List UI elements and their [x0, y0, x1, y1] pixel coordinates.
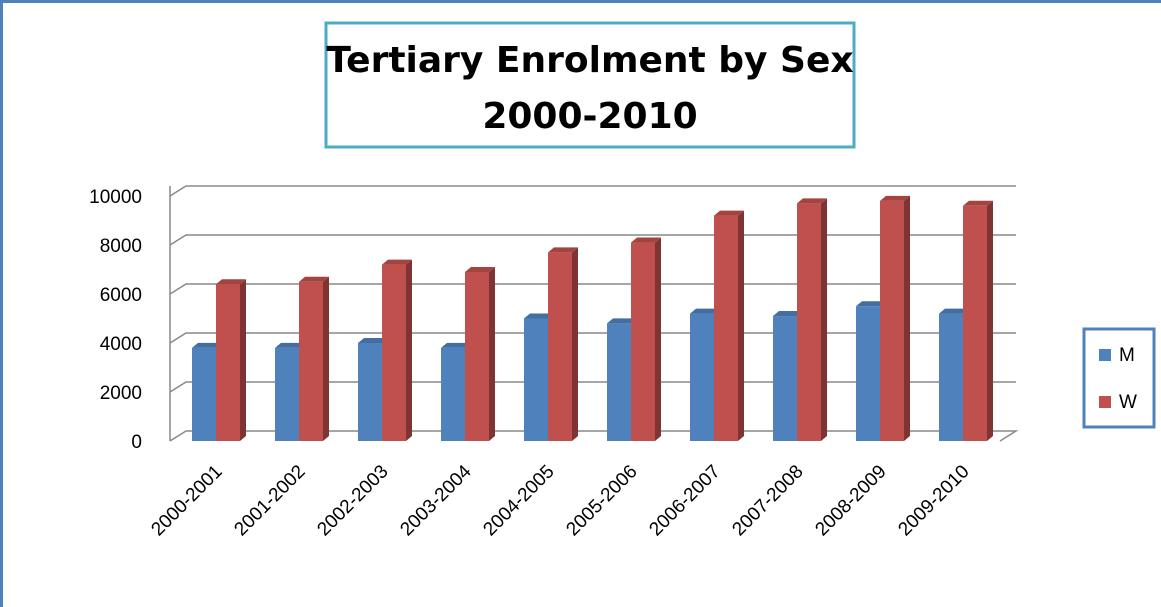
x-tick-label: 2008-2009 [811, 461, 890, 540]
x-tick-label: 2005-2006 [562, 461, 641, 540]
legend-label: W [1119, 392, 1137, 413]
bar-top [963, 200, 993, 206]
x-tick-label: 2000-2001 [147, 461, 226, 540]
legend-label: M [1119, 345, 1135, 366]
y-tick-label: 6000 [100, 285, 142, 306]
bar [524, 318, 548, 441]
bar [441, 347, 465, 441]
bar-top [939, 308, 969, 314]
bar-side [406, 259, 412, 441]
bar [963, 205, 987, 441]
bar [275, 347, 299, 441]
bar-top [690, 308, 720, 314]
y-tick-label: 8000 [100, 236, 142, 257]
bar [773, 316, 797, 441]
x-tick-label: 2009-2010 [894, 461, 973, 540]
bar-top [192, 342, 222, 348]
x-tick-label: 2001-2002 [230, 461, 309, 540]
bar [714, 215, 738, 441]
x-tick-label: 2006-2007 [645, 461, 724, 540]
bar [548, 252, 572, 441]
bar-side [323, 276, 329, 441]
bar-side [904, 195, 910, 441]
x-tick-label: 2003-2004 [396, 461, 475, 540]
bar [382, 264, 406, 441]
x-tick-label: 2002-2003 [313, 461, 392, 540]
bar-side [240, 279, 246, 441]
bar [607, 323, 631, 441]
bar-top [714, 210, 744, 216]
legend-swatch [1099, 396, 1111, 408]
bar-top [773, 311, 803, 317]
bar-side [655, 237, 661, 441]
legend-swatch [1099, 349, 1111, 361]
bar [880, 200, 904, 441]
bar-top [216, 279, 246, 285]
chart-title: Tertiary Enrolment by Sex [326, 40, 853, 81]
bar-side [572, 247, 578, 441]
bar [797, 203, 821, 441]
x-tick-label: 2007-2008 [728, 461, 807, 540]
bar-top [607, 318, 637, 324]
y-tick-label: 2000 [100, 383, 142, 404]
bar-side [821, 198, 827, 441]
bar [939, 313, 963, 441]
bar-top [275, 342, 305, 348]
bar [690, 313, 714, 441]
bar [358, 343, 382, 441]
bar-top [880, 195, 910, 201]
bar-side [987, 200, 993, 441]
x-tick-label: 2004-2005 [479, 461, 558, 540]
chart-title: 2000-2010 [482, 96, 697, 137]
y-tick-label: 4000 [100, 334, 142, 355]
bar-top [631, 237, 661, 243]
y-tick-label: 0 [131, 432, 142, 453]
bar [216, 284, 240, 441]
bar-top [465, 266, 495, 272]
bar-top [441, 342, 471, 348]
bar-top [382, 259, 412, 265]
bar-top [856, 301, 886, 307]
y-tick-label: 10000 [89, 187, 142, 208]
bar [856, 306, 880, 441]
bar-top [299, 276, 329, 282]
bar-top [797, 198, 827, 204]
bar-top [358, 338, 388, 343]
bar [299, 281, 323, 441]
legend-box [1082, 327, 1156, 429]
bar-top [548, 247, 578, 253]
bar [192, 347, 216, 441]
bar-side [489, 266, 495, 441]
bar-side [738, 210, 744, 441]
bar-top [524, 313, 554, 319]
grid-line [169, 185, 1016, 197]
grid-line [169, 430, 1019, 442]
bar [631, 242, 655, 441]
title-box [324, 21, 856, 149]
bar [465, 271, 489, 441]
